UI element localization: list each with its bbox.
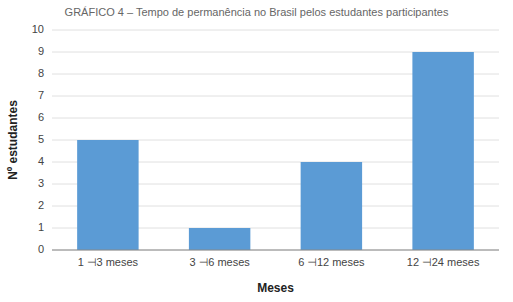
y-tick-label: 4 [38, 155, 44, 167]
y-tick-label: 6 [38, 111, 44, 123]
x-axis: 1 ⊣3 meses 3 ⊣6 meses 6 ⊣12 meses 12 ⊣24 me… [78, 256, 480, 268]
bar [77, 140, 138, 250]
bar [412, 52, 473, 250]
y-tick-label: 8 [38, 67, 44, 79]
x-axis-label: Meses [257, 281, 294, 295]
y-tick-label: 7 [38, 89, 44, 101]
y-tick-label: 2 [38, 199, 44, 211]
x-tick-label: 12 ⊣24 meses [407, 256, 480, 268]
x-tick-label: 6 ⊣12 meses [298, 256, 365, 268]
grid [52, 30, 499, 250]
x-tick-label: 3 ⊣6 meses [189, 256, 250, 268]
y-axis-label: Nº estudantes [6, 100, 20, 180]
y-tick-label: 1 [38, 221, 44, 233]
chart-title: GRÁFICO 4 – Tempo de permanência no Bras… [65, 6, 449, 18]
x-axis-line [52, 250, 499, 251]
chart-svg: 0 1 2 3 4 5 6 7 8 9 10 1 ⊣3 meses 3 ⊣6 meses 6 ⊣12 me… [0, 0, 513, 302]
y-tick-label: 0 [38, 243, 44, 255]
y-tick-label: 10 [32, 23, 44, 35]
grid-line [52, 30, 499, 31]
x-tick-label: 1 ⊣3 meses [78, 256, 139, 268]
bar [301, 162, 362, 250]
bar [189, 228, 250, 250]
y-tick-label: 5 [38, 133, 44, 145]
bars [77, 52, 474, 250]
y-tick-label: 3 [38, 177, 44, 189]
grid-line [52, 250, 499, 251]
y-axis: 0 1 2 3 4 5 6 7 8 9 10 [32, 23, 44, 255]
y-tick-label: 9 [38, 45, 44, 57]
chart-container: 0 1 2 3 4 5 6 7 8 9 10 1 ⊣3 meses 3 ⊣6 meses 6 ⊣12 me… [0, 0, 513, 302]
